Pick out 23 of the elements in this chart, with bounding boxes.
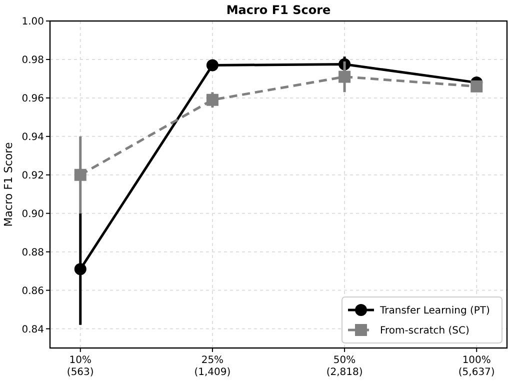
- legend-label: Transfer Learning (PT): [379, 306, 490, 316]
- y-tick-label: 0.84: [22, 324, 44, 336]
- y-tick-label: 0.96: [22, 93, 44, 104]
- legend-label: From-scratch (SC): [380, 326, 470, 336]
- y-axis-title: Macro F1 Score: [2, 142, 15, 227]
- point: [206, 59, 218, 72]
- y-tick-label: 0.92: [22, 170, 44, 182]
- y-tick-label: 0.86: [22, 286, 44, 297]
- point: [74, 168, 86, 181]
- x-tick-label: 100% (5,637): [458, 355, 495, 378]
- x-tick-label: 10% (563): [66, 355, 94, 378]
- y-tick-label: 0.98: [22, 54, 44, 66]
- point: [74, 263, 86, 276]
- point: [206, 94, 218, 106]
- y-tick-label: 1.00: [22, 16, 44, 28]
- y-tick-label: 0.90: [22, 208, 44, 220]
- point: [338, 70, 351, 83]
- x-tick-label: 25% (1,409): [194, 355, 231, 378]
- chart-title: Macro F1 Score: [226, 3, 331, 17]
- x-tick-label: 50% (2,818): [326, 355, 363, 378]
- y-tick-label: 0.88: [22, 247, 44, 258]
- point: [470, 80, 483, 92]
- y-tick-label: 0.94: [22, 132, 44, 143]
